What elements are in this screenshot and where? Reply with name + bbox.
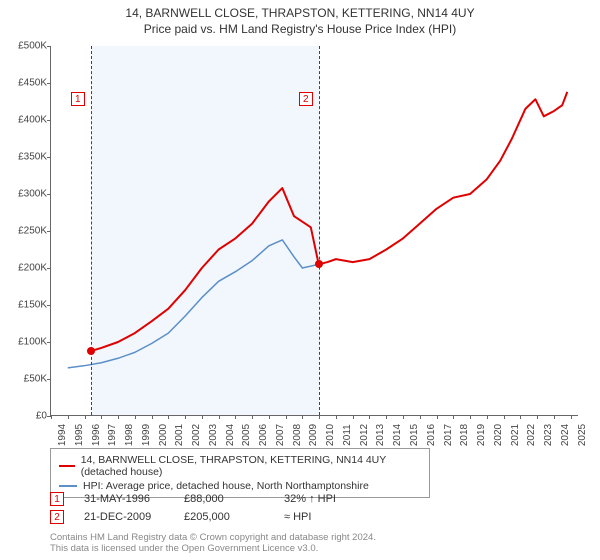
x-axis-label: 1998 xyxy=(124,424,135,446)
x-axis-label: 2019 xyxy=(476,424,487,446)
legend-swatch xyxy=(59,485,77,487)
chart-marker-icon: 2 xyxy=(299,92,313,106)
footer-attribution: Contains HM Land Registry data © Crown c… xyxy=(50,532,376,555)
legend-item: 14, BARNWELL CLOSE, THRAPSTON, KETTERING… xyxy=(59,453,421,479)
x-axis-label: 1996 xyxy=(91,424,102,446)
ref-price: £88,000 xyxy=(184,493,264,505)
x-axis-label: 2025 xyxy=(577,424,588,446)
x-axis-label: 2006 xyxy=(258,424,269,446)
data-point-marker xyxy=(315,260,323,268)
plot-region: £0£50K£100K£150K£200K£250K£300K£350K£400… xyxy=(50,46,578,416)
x-axis-label: 2024 xyxy=(560,424,571,446)
x-axis-label: 1994 xyxy=(57,424,68,446)
footer-line: This data is licensed under the Open Gov… xyxy=(50,543,376,554)
x-axis-label: 2008 xyxy=(292,424,303,446)
footer-line: Contains HM Land Registry data © Crown c… xyxy=(50,532,376,543)
x-axis-label: 2005 xyxy=(242,424,253,446)
reference-table: 1 31-MAY-1996 £88,000 32% ↑ HPI 2 21-DEC… xyxy=(50,490,364,526)
chart-area: £0£50K£100K£150K£200K£250K£300K£350K£400… xyxy=(50,46,578,416)
ref-pct: 32% ↑ HPI xyxy=(284,493,364,505)
x-axis-label: 2021 xyxy=(510,424,521,446)
x-axis-label: 2010 xyxy=(325,424,336,446)
data-point-marker xyxy=(87,347,95,355)
ref-date: 21-DEC-2009 xyxy=(84,511,164,523)
x-axis-label: 2007 xyxy=(275,424,286,446)
x-axis-label: 2020 xyxy=(493,424,504,446)
x-axis-label: 2015 xyxy=(409,424,420,446)
plot-svg xyxy=(51,46,578,415)
x-axis-label: 1995 xyxy=(74,424,85,446)
x-axis-label: 2001 xyxy=(174,424,185,446)
x-axis-label: 2023 xyxy=(543,424,554,446)
chart-subtitle: Price paid vs. HM Land Registry's House … xyxy=(0,20,600,36)
x-axis-label: 2011 xyxy=(342,424,353,446)
legend-swatch xyxy=(59,465,75,467)
x-axis-label: 2016 xyxy=(426,424,437,446)
x-axis-label: 1999 xyxy=(141,424,152,446)
x-axis-label: 1997 xyxy=(107,424,118,446)
ref-marker-icon: 1 xyxy=(50,492,64,506)
x-axis-label: 2017 xyxy=(443,424,454,446)
chart-marker-icon: 1 xyxy=(71,92,85,106)
x-axis-label: 2014 xyxy=(392,424,403,446)
x-axis-label: 2022 xyxy=(526,424,537,446)
chart-title: 14, BARNWELL CLOSE, THRAPSTON, KETTERING… xyxy=(0,0,600,20)
x-axis-label: 2009 xyxy=(309,424,320,446)
ref-price: £205,000 xyxy=(184,511,264,523)
x-axis-label: 2002 xyxy=(191,424,202,446)
ref-row: 1 31-MAY-1996 £88,000 32% ↑ HPI xyxy=(50,490,364,508)
x-axis-label: 2012 xyxy=(359,424,370,446)
x-axis-label: 2003 xyxy=(208,424,219,446)
x-axis-label: 2000 xyxy=(158,424,169,446)
ref-row: 2 21-DEC-2009 £205,000 ≈ HPI xyxy=(50,508,364,526)
x-axis-label: 2018 xyxy=(459,424,470,446)
ref-marker-icon: 2 xyxy=(50,510,64,524)
ref-date: 31-MAY-1996 xyxy=(84,493,164,505)
ref-pct: ≈ HPI xyxy=(284,511,364,523)
x-axis-label: 2013 xyxy=(376,424,387,446)
legend-label: 14, BARNWELL CLOSE, THRAPSTON, KETTERING… xyxy=(81,454,421,478)
x-axis-label: 2004 xyxy=(225,424,236,446)
